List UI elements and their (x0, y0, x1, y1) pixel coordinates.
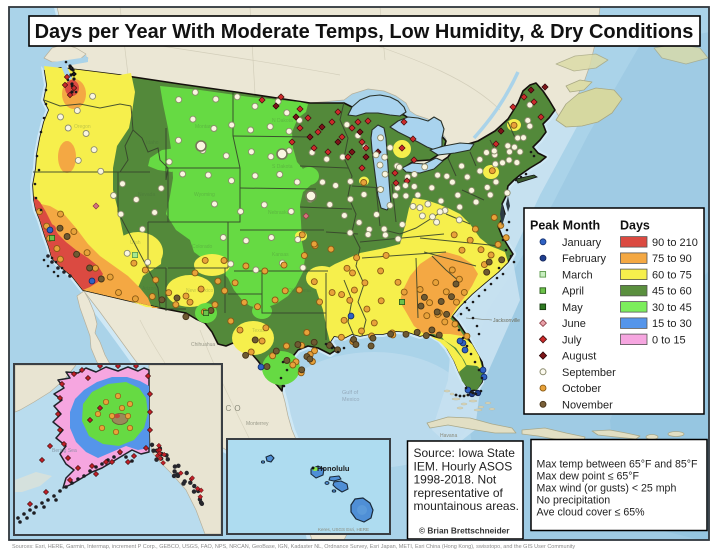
svg-text:75 to 90: 75 to 90 (652, 253, 692, 265)
svg-text:representative of: representative of (414, 486, 504, 500)
svg-text:1998-2018. Not: 1998-2018. Not (414, 473, 497, 487)
svg-text:Sources: Esri, HERE, Garmin, I: Sources: Esri, HERE, Garmin, Intermap, i… (12, 544, 575, 550)
svg-text:May: May (562, 302, 583, 314)
svg-text:Peak Month: Peak Month (530, 219, 600, 233)
svg-text:Jacksonville: Jacksonville (493, 318, 520, 324)
svg-text:60 to 75: 60 to 75 (652, 269, 692, 281)
svg-text:March: March (562, 269, 593, 281)
svg-text:Utah: Utah (130, 240, 141, 246)
svg-text:October: October (562, 383, 601, 395)
svg-text:Montana: Montana (195, 124, 215, 130)
svg-text:No precipitation: No precipitation (537, 495, 611, 507)
svg-text:90 to 210: 90 to 210 (652, 237, 698, 249)
svg-text:November: November (562, 399, 613, 411)
svg-text:Havana: Havana (440, 433, 457, 439)
svg-text:Colorado: Colorado (192, 244, 213, 250)
svg-text:June: June (562, 318, 586, 330)
svg-text:July: July (562, 334, 582, 346)
svg-text:Max temp between 65°F and 85°F: Max temp between 65°F and 85°F (537, 459, 699, 471)
svg-text:S Dakota: S Dakota (272, 164, 293, 170)
svg-text:Gulf of: Gulf of (342, 390, 359, 396)
svg-text:Max dew point ≤ 65°F: Max dew point ≤ 65°F (537, 471, 640, 483)
svg-text:0 to 15: 0 to 15 (652, 334, 686, 346)
svg-text:Bering Sea: Bering Sea (52, 448, 77, 454)
svg-text:Monterrey: Monterrey (246, 421, 269, 427)
svg-text:Ave cloud cover ≤ 65%: Ave cloud cover ≤ 65% (537, 507, 646, 519)
svg-text:Texas: Texas (252, 328, 266, 334)
svg-text:Mexico: Mexico (342, 397, 359, 403)
svg-text:Idaho: Idaho (146, 140, 159, 146)
svg-text:mountainous areas.: mountainous areas. (414, 499, 519, 513)
svg-text:Nevada: Nevada (138, 192, 155, 198)
svg-text:Source: Iowa State: Source: Iowa State (414, 446, 516, 460)
svg-text:August: August (562, 351, 596, 363)
svg-text:XICO: XICO (212, 404, 244, 413)
svg-text:Nebraska: Nebraska (268, 210, 290, 216)
svg-text:15 to 30: 15 to 30 (652, 318, 692, 330)
svg-text:IEM. Hourly ASOS: IEM. Hourly ASOS (414, 459, 513, 473)
svg-text:45 to 60: 45 to 60 (652, 286, 692, 298)
svg-text:Oregon: Oregon (74, 124, 91, 130)
svg-text:© Brian Brettschneider: © Brian Brettschneider (419, 526, 510, 536)
svg-text:Keres, USGS Esri, HERE: Keres, USGS Esri, HERE (318, 527, 369, 532)
svg-text:September: September (562, 367, 616, 379)
svg-text:Arizona: Arizona (142, 286, 159, 292)
svg-text:N Dakota: N Dakota (272, 118, 293, 124)
svg-text:April: April (562, 286, 584, 298)
svg-text:January: January (562, 237, 602, 249)
svg-text:Days: Days (620, 219, 650, 233)
svg-text:February: February (562, 253, 607, 265)
svg-text:Chihuahua: Chihuahua (191, 342, 215, 348)
svg-text:Kansas: Kansas (272, 252, 289, 258)
svg-text:Days per Year With Moderate Te: Days per Year With Moderate Temps, Low H… (35, 21, 694, 43)
svg-text:30 to 45: 30 to 45 (652, 302, 692, 314)
svg-text:Wyoming: Wyoming (194, 192, 215, 198)
svg-text:Honolulu: Honolulu (317, 464, 350, 473)
svg-text:Max wind (or gusts) < 25 mph: Max wind (or gusts) < 25 mph (537, 483, 677, 495)
